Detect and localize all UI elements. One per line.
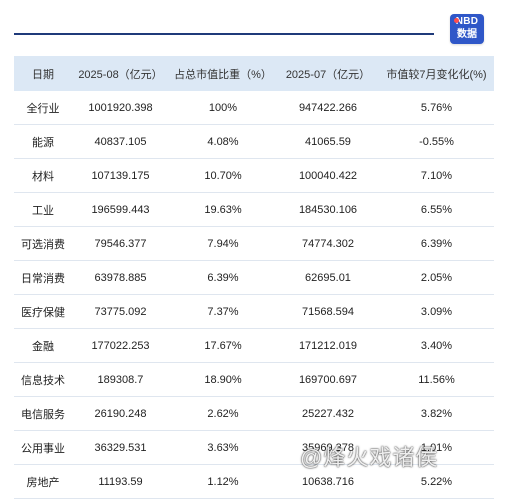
jul-value: 947422.266 [298, 101, 358, 114]
share-value: 17.67% [204, 339, 242, 352]
change-value: 3.09% [420, 305, 453, 318]
row-label: 电信服务 [21, 408, 65, 421]
row-label: 材料 [32, 170, 54, 183]
logo-line2: 数据 [457, 29, 477, 40]
aug-value: 73775.092 [94, 305, 147, 318]
table-row: 医疗保健 73775.092 7.37% 71568.594 3.09% [14, 295, 494, 329]
header-cell-jul-value: 2025-07（亿元） [285, 68, 371, 81]
table-row: 工业 196599.443 19.63% 184530.106 6.55% [14, 193, 494, 227]
jul-value: 71568.594 [302, 305, 354, 318]
share-value: 19.63% [204, 203, 242, 216]
logo-dot-icon [454, 18, 459, 23]
jul-value: 62695.01 [305, 271, 351, 284]
table-row: 全行业 1001920.398 100% 947422.266 5.76% [14, 91, 494, 125]
share-value: 100% [208, 101, 238, 114]
jul-value: 169700.697 [298, 373, 358, 386]
change-value: 11.56% [418, 373, 455, 386]
header-cell-change: 市值较7月变化化(%) [386, 68, 487, 81]
aug-value: 196599.443 [91, 203, 150, 216]
row-label: 公用事业 [21, 442, 65, 455]
change-value: -0.55% [419, 135, 454, 148]
table-row: 能源 40837.105 4.08% 41065.59 -0.55% [14, 125, 494, 159]
aug-value: 79546.377 [94, 237, 147, 250]
change-value: 7.10% [420, 169, 453, 182]
share-value: 4.08% [207, 135, 239, 148]
header-cell-date: 日期 [32, 68, 54, 81]
aug-value: 11193.59 [98, 475, 143, 488]
change-value: 5.76% [420, 101, 453, 114]
change-value: 2.05% [420, 271, 453, 284]
watermark: @烽火戏诸侯 [300, 445, 439, 470]
header-cell-share: 占总市值比重（%） [174, 68, 272, 81]
row-label: 房地产 [26, 476, 60, 489]
share-value: 6.39% [207, 271, 239, 284]
aug-value: 40837.105 [94, 135, 147, 148]
jul-value: 25227.432 [302, 407, 354, 420]
logo-line1: NBD [455, 16, 479, 27]
change-value: 1.01% [420, 441, 453, 454]
aug-value: 63978.885 [94, 271, 147, 284]
table-row: 房地产 11193.59 1.12% 10638.716 5.22% [14, 465, 494, 499]
table-row: 电信服务 26190.248 2.62% 25227.432 3.82% [14, 397, 494, 431]
table-row: 金融 177022.253 17.67% 171212.019 3.40% [14, 329, 494, 363]
table-header: 日期 2025-08（亿元） 占总市值比重（%） 2025-07（亿元） 市值较… [14, 56, 494, 91]
change-value: 6.55% [420, 203, 453, 216]
aug-value: 107139.175 [91, 169, 150, 182]
table-row: 材料 107139.175 10.70% 100040.422 7.10% [14, 159, 494, 193]
share-value: 7.37% [207, 305, 239, 318]
row-label: 全行业 [26, 102, 60, 115]
row-label: 可选消费 [21, 238, 65, 251]
jul-value: 74774.302 [302, 237, 354, 250]
top-divider-line [14, 33, 434, 35]
table-row: 可选消费 79546.377 7.94% 74774.302 6.39% [14, 227, 494, 261]
row-label: 工业 [32, 204, 54, 217]
aug-value: 177022.253 [91, 339, 150, 352]
share-value: 18.90% [204, 373, 242, 386]
change-value: 3.40% [420, 339, 453, 352]
row-label: 医疗保健 [21, 306, 65, 319]
jul-value: 184530.106 [298, 203, 358, 216]
nbd-data-logo: NBD 数据 [450, 14, 484, 44]
table-row: 公用事业 36329.531 3.63% 35969.378 1.01% [14, 431, 494, 465]
aug-value: 36329.531 [94, 441, 147, 454]
aug-value: 26190.248 [94, 407, 147, 420]
row-label: 信息技术 [21, 374, 65, 387]
row-label: 日常消费 [21, 272, 65, 285]
share-value: 3.63% [207, 441, 239, 454]
change-value: 3.82% [420, 407, 453, 420]
change-value: 5.22% [420, 475, 453, 488]
jul-value: 10638.716 [302, 475, 354, 488]
share-value: 1.12% [207, 475, 239, 488]
jul-value: 35969.378 [302, 441, 354, 454]
row-label: 能源 [32, 136, 54, 149]
jul-value: 41065.59 [305, 135, 351, 148]
jul-value: 171212.019 [298, 339, 358, 352]
row-label: 金融 [32, 340, 54, 353]
share-value: 2.62% [207, 407, 239, 420]
jul-value: 100040.422 [298, 169, 358, 182]
table-row: 日常消费 63978.885 6.39% 62695.01 2.05% [14, 261, 494, 295]
aug-value: 189308.7 [97, 373, 144, 386]
change-value: 6.39% [420, 237, 453, 250]
header-cell-aug-value: 2025-08（亿元） [78, 68, 163, 81]
aug-value: 1001920.398 [88, 101, 153, 114]
market-cap-table: 日期 2025-08（亿元） 占总市值比重（%） 2025-07（亿元） 市值较… [14, 56, 494, 499]
share-value: 10.70% [204, 169, 242, 182]
table-row: 信息技术 189308.7 18.90% 169700.697 11.56% [14, 363, 494, 397]
share-value: 7.94% [207, 237, 239, 250]
